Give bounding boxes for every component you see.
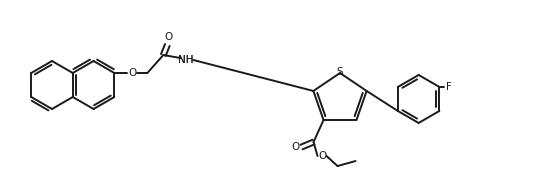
Text: O: O bbox=[292, 142, 300, 152]
Text: O: O bbox=[164, 32, 172, 42]
Text: NH: NH bbox=[178, 55, 193, 65]
Text: S: S bbox=[337, 67, 343, 77]
Text: O: O bbox=[128, 68, 136, 78]
Text: O: O bbox=[318, 151, 326, 161]
Text: F: F bbox=[446, 82, 452, 92]
Text: NH: NH bbox=[178, 55, 193, 65]
